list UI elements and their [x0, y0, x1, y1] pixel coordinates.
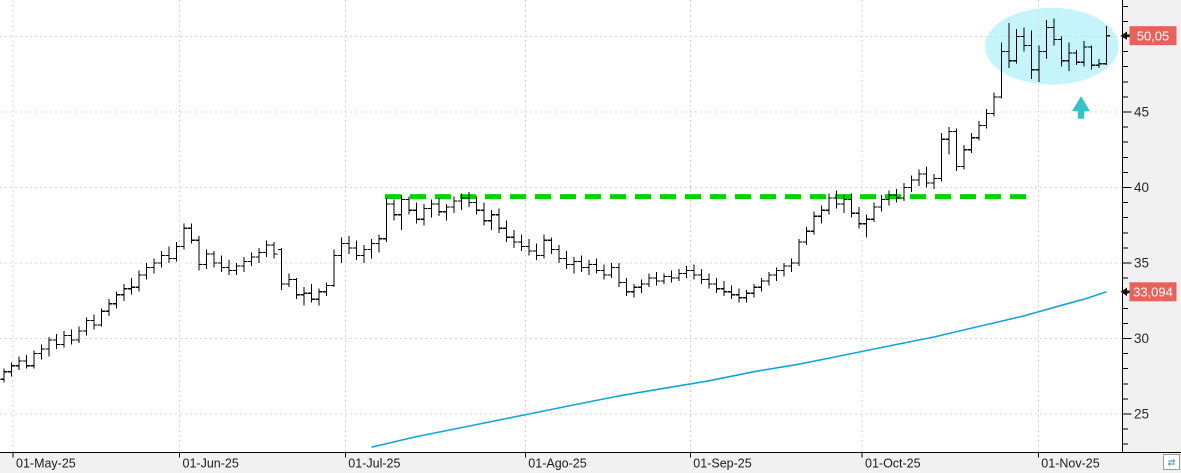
corner-button-glyph-icon: ⇄ [1168, 458, 1176, 468]
chart-surface[interactable] [0, 0, 1123, 453]
moving-average-line[interactable] [371, 291, 1107, 448]
price-axis-label: 30 [1134, 331, 1149, 346]
time-axis-label: 01-May-25 [16, 457, 76, 471]
time-axis-label: 01-Ago-25 [528, 457, 586, 471]
price-axis-ticks [1123, 5, 1132, 445]
time-axis-background[interactable] [0, 453, 1181, 473]
indicator-value-tag: 33,094 [1120, 282, 1177, 302]
price-axis-label: 35 [1134, 256, 1149, 271]
gridlines [0, 0, 1123, 453]
price-pointer-arrow-icon [1120, 287, 1131, 296]
price-axis-label: 45 [1134, 105, 1149, 120]
price-axis-label: 25 [1134, 407, 1149, 422]
time-axis[interactable]: 01-May-25 01-Jun-25 01-Jul-25 01-Ago-25 01-S… [0, 452, 1181, 473]
time-axis-label: 01-Jun-25 [183, 457, 239, 471]
buy-signal-up-arrow[interactable] [1072, 96, 1090, 119]
svg-text:33,094: 33,094 [1133, 284, 1173, 299]
ohlc-bars [0, 18, 1110, 383]
consolidation-highlight-ellipse[interactable] [985, 7, 1119, 85]
time-axis-label: 01-Sep-25 [693, 457, 751, 471]
time-axis-label: 01-Oct-25 [865, 457, 921, 471]
time-axis-label: 01-Nov-25 [1041, 457, 1099, 471]
price-axis-label: 40 [1134, 180, 1149, 195]
time-axis-label: 01-Jul-25 [348, 457, 400, 471]
last-price-tag: 50,05 [1120, 26, 1177, 46]
svg-text:50,05: 50,05 [1137, 28, 1170, 43]
axis-corner-button[interactable]: ⇄ [1163, 454, 1180, 470]
price-axis-background[interactable] [1123, 0, 1181, 453]
price-pointer-arrow-icon [1120, 31, 1131, 40]
